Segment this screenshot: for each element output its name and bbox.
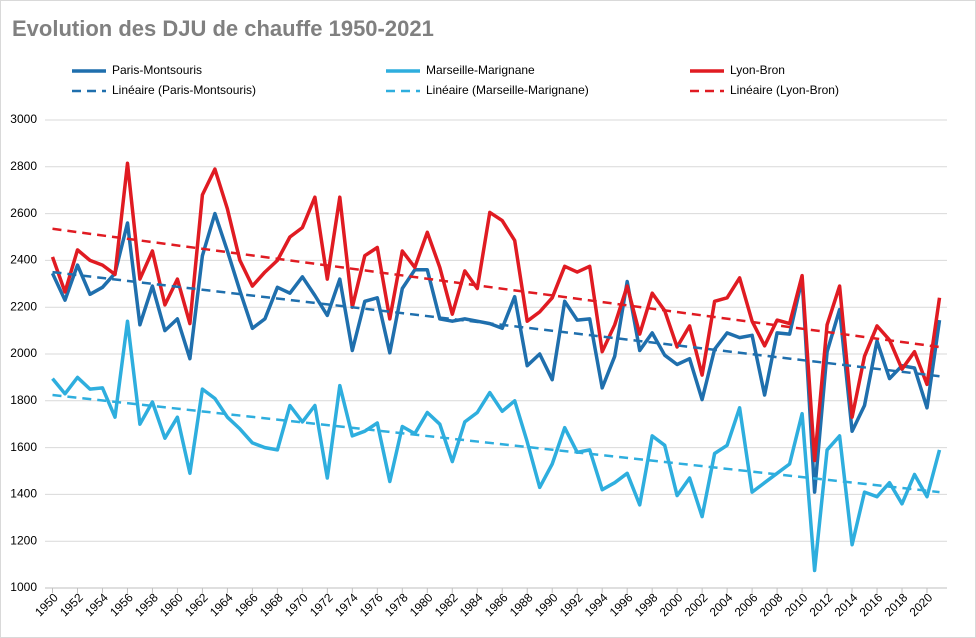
y-tick-label: 2600 bbox=[10, 206, 37, 220]
y-tick-label: 1400 bbox=[10, 487, 37, 501]
legend-label: Linéaire (Paris-Montsouris) bbox=[112, 83, 256, 97]
series-line bbox=[50, 161, 942, 463]
y-tick-label: 1800 bbox=[10, 393, 37, 407]
y-tick-label: 2400 bbox=[10, 253, 37, 267]
y-tick-label: 2200 bbox=[10, 299, 37, 313]
y-tick-label: 2800 bbox=[10, 159, 37, 173]
chart-title: Evolution des DJU de chauffe 1950-2021 bbox=[12, 16, 434, 41]
legend-label: Linéaire (Marseille-Marignane) bbox=[426, 83, 589, 97]
y-tick-label: 1200 bbox=[10, 533, 37, 547]
legend-label: Marseille-Marignane bbox=[426, 63, 535, 77]
y-tick-label: 2000 bbox=[10, 346, 37, 360]
y-tick-label: 1600 bbox=[10, 440, 37, 454]
series-line bbox=[50, 211, 942, 494]
legend-label: Paris-Montsouris bbox=[112, 63, 202, 77]
series-line bbox=[51, 319, 942, 573]
legend-label: Lyon-Bron bbox=[730, 63, 785, 77]
y-tick-label: 3000 bbox=[10, 112, 37, 126]
trend-line bbox=[52, 393, 940, 494]
y-tick-label: 1000 bbox=[10, 580, 37, 594]
legend-label: Linéaire (Lyon-Bron) bbox=[730, 83, 839, 97]
